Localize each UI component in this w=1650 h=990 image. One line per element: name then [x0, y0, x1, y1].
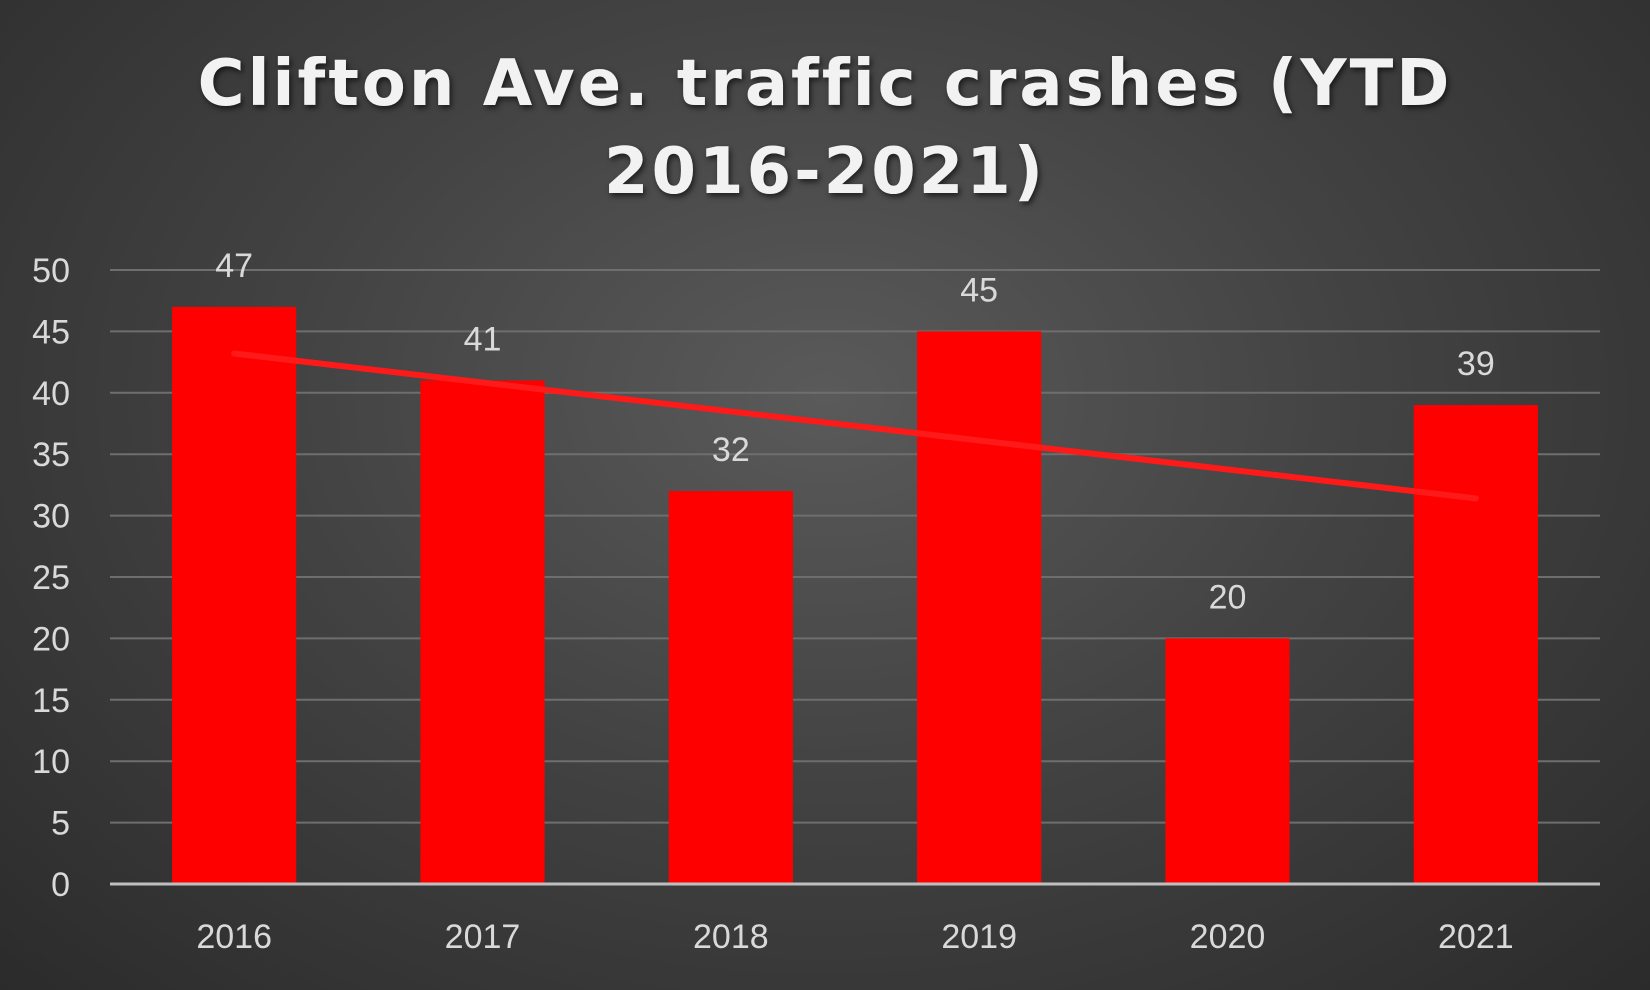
- y-tick-label: 25: [32, 559, 70, 597]
- x-tick-label: 2019: [941, 918, 1017, 956]
- x-tick-label: 2016: [196, 918, 272, 956]
- x-tick-label: 2021: [1438, 918, 1514, 956]
- y-tick-label: 15: [32, 682, 70, 720]
- x-tick-label: 2017: [445, 918, 521, 956]
- y-tick-label: 10: [32, 743, 70, 781]
- y-tick-label: 35: [32, 436, 70, 474]
- trendline-group: [231, 350, 1479, 502]
- data-label: 20: [1209, 578, 1247, 616]
- y-tick-label: 0: [51, 866, 70, 904]
- bar-2020: [1165, 638, 1290, 884]
- y-tick-label: 20: [32, 620, 70, 658]
- bar-2018: [668, 491, 793, 884]
- y-tick-label: 30: [32, 498, 70, 536]
- y-tick-label: 5: [51, 805, 70, 843]
- data-label: 47: [215, 247, 253, 285]
- y-tick-label: 40: [32, 375, 70, 413]
- chart-title: Clifton Ave. traffic crashes (YTD 2016-2…: [197, 47, 1453, 209]
- data-label: 39: [1457, 345, 1495, 383]
- y-tick-label: 50: [32, 252, 70, 290]
- data-label: 41: [464, 321, 502, 359]
- trendline: [231, 350, 1479, 502]
- data-label: 45: [960, 271, 998, 309]
- data-labels: 47 41 32 45 20 39: [215, 247, 1494, 617]
- x-tick-label: 2018: [693, 918, 769, 956]
- bar-2016: [172, 306, 297, 885]
- bar-2017: [420, 380, 545, 884]
- gridlines: [110, 269, 1600, 824]
- bar-2021: [1413, 405, 1538, 884]
- data-label: 32: [712, 431, 750, 469]
- y-tick-label: 45: [32, 313, 70, 351]
- bars: [172, 306, 1538, 885]
- x-tick-label: 2020: [1190, 918, 1266, 956]
- bar-2019: [917, 331, 1042, 884]
